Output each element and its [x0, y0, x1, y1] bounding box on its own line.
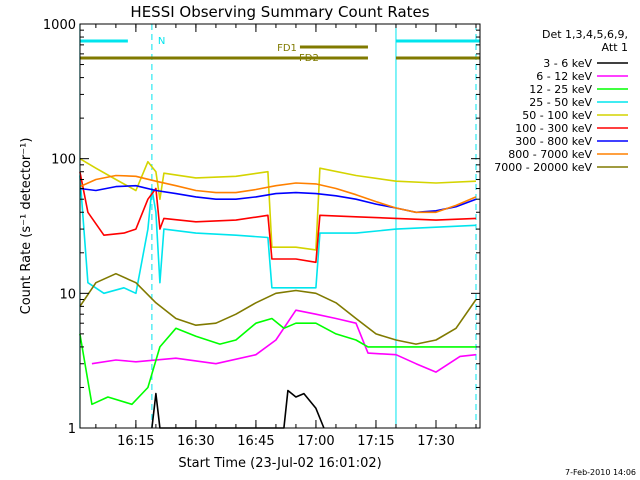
- flag-label-fd1: FD1: [277, 43, 297, 54]
- series-line-1: [151, 389, 325, 429]
- legend-entry-3: 12 - 25 keV: [529, 83, 592, 96]
- series-line-5: [79, 158, 477, 251]
- flag-label-fd2: FD2: [299, 53, 319, 64]
- y-tick-label: 1000: [43, 18, 76, 33]
- x-tick-label: 16:30: [177, 434, 214, 449]
- series-line-9: [79, 272, 477, 345]
- plot-frame: [79, 23, 481, 429]
- chart-title: HESSI Observing Summary Count Rates: [130, 3, 429, 21]
- y-axis: 1 10 100 1000: [43, 18, 480, 437]
- series-line-3: [79, 317, 476, 406]
- legend-entry-7: 300 - 800 keV: [515, 135, 592, 148]
- x-axis: 16:15 16:30 16:45 17:00 17:15 17:30: [95, 24, 477, 449]
- x-tick-label: 17:15: [357, 434, 394, 449]
- footer-timestamp: 7-Feb-2010 14:06: [565, 468, 636, 477]
- y-axis-label: Count Rate (s⁻¹ detector⁻¹): [19, 138, 34, 315]
- legend-title-line-2: Att 1: [602, 41, 628, 54]
- x-axis-label: Start Time (23-Jul-02 16:01:02): [178, 456, 381, 471]
- x-tick-label: 17:30: [417, 434, 454, 449]
- legend-entry-1: 3 - 6 keV: [543, 57, 592, 70]
- legend-entry-8: 800 - 7000 keV: [508, 148, 592, 161]
- y-tick-label: 100: [51, 153, 76, 168]
- legend-entry-4: 25 - 50 keV: [529, 96, 592, 109]
- legend-title-line-1: Det 1,3,4,5,6,9,: [542, 28, 628, 41]
- y-tick-label: 10: [59, 287, 76, 302]
- flag-label-n: N: [158, 36, 165, 47]
- x-tick-label: 16:15: [117, 434, 154, 449]
- series-line-6: [79, 171, 477, 264]
- series-line-8: [79, 174, 477, 214]
- y-tick-label: 1: [68, 422, 76, 437]
- legend-entry-9: 7000 - 20000 keV: [494, 161, 592, 174]
- x-tick-label: 17:00: [297, 434, 334, 449]
- legend-entry-6: 100 - 300 keV: [515, 122, 592, 135]
- series-line-4: [79, 175, 477, 295]
- x-tick-label: 16:45: [237, 434, 274, 449]
- legend-entry-5: 50 - 100 keV: [522, 109, 592, 122]
- legend-entry-2: 6 - 12 keV: [536, 70, 592, 83]
- series-line-2: [91, 309, 477, 373]
